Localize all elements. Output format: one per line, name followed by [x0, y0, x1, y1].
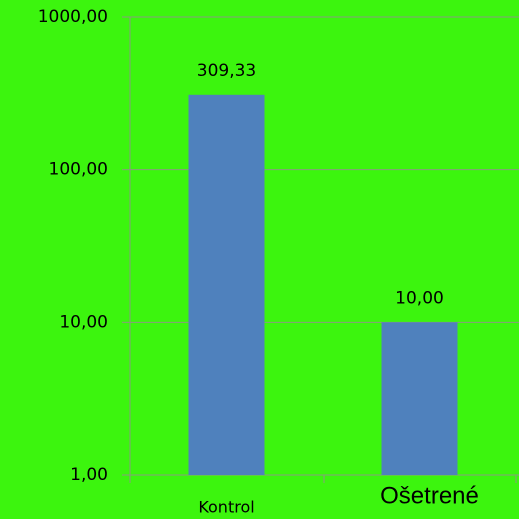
x-tick-label: Ošetrené [380, 482, 479, 509]
bar [188, 94, 265, 476]
y-tick-label: 10,00 [59, 312, 108, 332]
x-tick-label: Kontrol [198, 498, 254, 517]
data-label: 309,33 [197, 61, 256, 81]
y-tick-label: 1,00 [70, 465, 108, 485]
bar [381, 322, 458, 475]
data-label: 10,00 [395, 288, 444, 308]
y-tick-label: 100,00 [49, 160, 108, 180]
y-tick-label: 1000,00 [38, 7, 108, 27]
